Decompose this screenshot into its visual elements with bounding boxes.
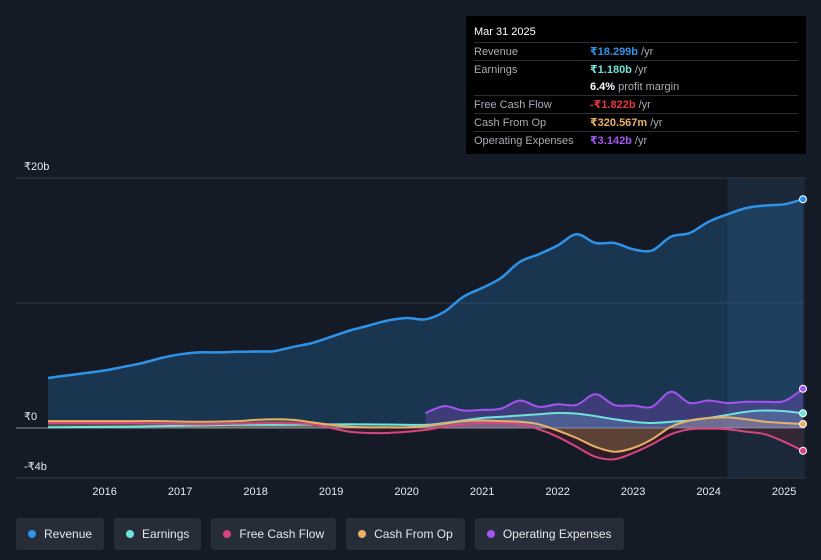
revenue-dot-icon xyxy=(28,530,36,538)
x-tick-label-2019: 2019 xyxy=(319,486,343,498)
operating-expenses-dot-icon xyxy=(486,530,495,538)
tooltip-value: -₹1.822b xyxy=(590,99,636,111)
free-cash-flow-dot-icon xyxy=(223,530,232,538)
tooltip-row-free-cash-flow: Free Cash Flow -₹1.822b /yr xyxy=(474,95,798,113)
earnings-dot-icon xyxy=(126,530,135,538)
tooltip-row-operating-expenses: Operating Expenses ₹3.142b /yr xyxy=(474,131,798,149)
revenue-area xyxy=(48,199,803,428)
legend-label: Revenue xyxy=(44,527,93,541)
tooltip-value: ₹320.567m xyxy=(590,117,648,129)
tooltip-label: Free Cash Flow xyxy=(474,98,552,111)
x-tick-label-2025: 2025 xyxy=(772,486,796,498)
revenue-endpoint-marker xyxy=(799,195,807,204)
y-axis-label-top: ₹20b xyxy=(24,161,49,173)
tooltip-row-revenue: Revenue ₹18.299b /yr xyxy=(474,42,798,60)
x-tick-label-2017: 2017 xyxy=(168,486,192,498)
tooltip-unit: /yr xyxy=(634,63,648,76)
earnings-area xyxy=(48,410,803,428)
cash-from-op-dot-icon xyxy=(358,530,367,538)
y-axis-label-zero: ₹0 xyxy=(24,411,37,423)
x-tick-label-2024: 2024 xyxy=(696,486,720,498)
free-cash-flow-area xyxy=(48,422,803,460)
legend-item-revenue[interactable]: Revenue xyxy=(16,518,105,550)
tooltip-value: 6.4% xyxy=(590,80,616,93)
legend-label: Cash From Op xyxy=(374,527,453,541)
free-cash-flow-line xyxy=(48,421,804,461)
tooltip-label: Operating Expenses xyxy=(474,134,574,147)
tooltip-unit: /yr xyxy=(650,116,663,129)
x-tick-label-2016: 2016 xyxy=(92,486,116,498)
tooltip-label: Cash From Op xyxy=(474,116,547,129)
earnings-endpoint-marker xyxy=(799,409,807,418)
tooltip-label: Earnings xyxy=(474,63,518,76)
tooltip-value: ₹3.142b xyxy=(590,135,632,147)
free-cash-flow-endpoint-marker xyxy=(799,446,807,455)
cash-from-op-line xyxy=(47,416,804,453)
legend-item-earnings[interactable]: Earnings xyxy=(114,518,202,550)
legend-label: Earnings xyxy=(142,527,190,541)
tooltip-date: Mar 31 2025 xyxy=(474,26,536,38)
y-axis-label-bottom: -₹4b xyxy=(24,461,47,473)
tooltip-row-earnings: Earnings ₹1.180b /yr xyxy=(474,60,798,78)
tooltip-unit: profit margin xyxy=(618,80,680,93)
legend-label: Operating Expenses xyxy=(502,527,612,541)
data-tooltip: Mar 31 2025 Revenue ₹18.299b /yr Earning… xyxy=(466,16,806,154)
tooltip-row-profit-margin: 6.4% profit margin xyxy=(474,78,798,95)
tooltip-unit: /yr xyxy=(641,45,654,58)
operating-expenses-endpoint-marker xyxy=(799,384,807,393)
x-tick-label-2022: 2022 xyxy=(545,486,569,498)
revenue-line xyxy=(47,198,804,380)
legend-item-operating-expenses[interactable]: Operating Expenses xyxy=(474,518,624,550)
tooltip-value: ₹18.299b xyxy=(590,46,639,58)
x-tick-label-2018: 2018 xyxy=(243,486,267,498)
cash-from-op-endpoint-marker xyxy=(799,420,807,428)
legend-item-cash-from-op[interactable]: Cash From Op xyxy=(346,518,465,550)
tooltip-value: ₹1.180b xyxy=(590,64,632,76)
chart-legend: Revenue Earnings Free Cash Flow Cash Fro… xyxy=(16,518,624,550)
tooltip-row-cash-from-op: Cash From Op ₹320.567m /yr xyxy=(474,113,798,131)
operating-expenses-line xyxy=(425,387,804,414)
x-tick-label-2020: 2020 xyxy=(394,486,418,498)
x-tick-label-2023: 2023 xyxy=(621,486,645,498)
tooltip-label: Revenue xyxy=(474,45,519,58)
legend-item-free-cash-flow[interactable]: Free Cash Flow xyxy=(211,518,337,550)
x-tick-label-2021: 2021 xyxy=(470,486,494,498)
tooltip-unit: /yr xyxy=(634,134,648,147)
tooltip-unit: /yr xyxy=(638,98,651,111)
cash-from-op-area xyxy=(48,417,803,452)
legend-label: Free Cash Flow xyxy=(239,527,325,541)
